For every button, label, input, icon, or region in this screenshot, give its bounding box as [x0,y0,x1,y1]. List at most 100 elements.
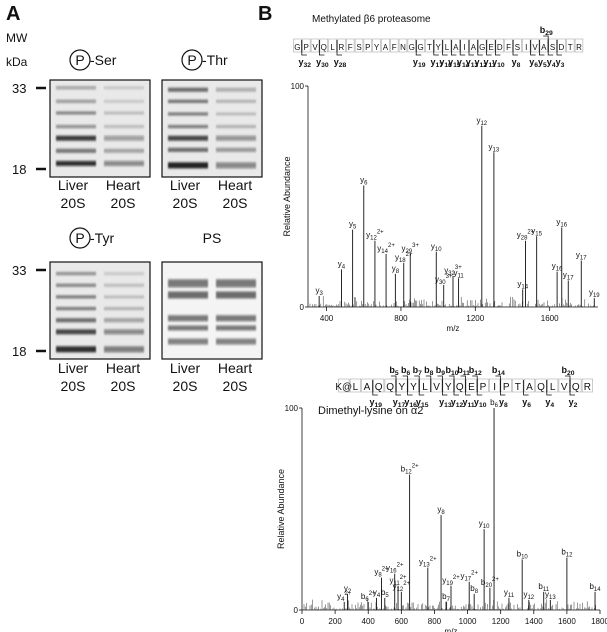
residue-box [454,378,466,393]
band [216,291,256,299]
band [104,160,144,166]
band [56,99,96,103]
ion-letter: y [457,57,462,67]
ion-charge: 2+ [492,577,499,583]
residue-box [361,378,373,393]
band [104,272,144,276]
ion-label: y142+ [377,243,395,255]
ion-index: 19 [446,581,453,587]
ion-label: b14 [589,582,601,593]
ion-index: 17 [398,402,406,409]
y-ion-bracket [442,40,448,56]
residue-box [558,378,570,393]
ion-label: y42+ [337,591,352,603]
ion-index: 8 [430,370,434,377]
ion-index: 2 [574,402,578,409]
ion-letter: y [517,231,521,240]
x-tick-label: 1400 [525,617,543,626]
ion-charge: 2+ [400,575,407,581]
ion-label: y6 [529,57,538,69]
residue-box [570,378,582,393]
ion-letter: y [334,57,339,67]
ion-index: 16 [409,402,417,409]
band [216,125,256,129]
bands [56,86,144,166]
lane-sublabel: 20S [173,195,198,211]
ion-index: 10 [479,402,487,409]
ion-letter: y [366,231,370,240]
ion-index: 12 [405,470,412,476]
ion-index: 13 [423,563,430,569]
ion-label: y12 [475,57,488,69]
ion-letter: y [377,244,381,253]
lane-label: Heart [218,177,252,193]
ion-label: y15 [448,57,461,69]
x-tick-label: 1800 [591,617,607,626]
residue: R [339,43,345,52]
residue: G [294,43,300,52]
ion-letter: y [437,505,441,514]
residue-box [407,38,416,53]
ion-charge: 2+ [377,230,384,236]
lane-sublabel: 20S [173,378,198,394]
ion-index: 6 [495,403,499,409]
residue-box [523,378,535,393]
x-axis-label: m/z [445,627,458,632]
lane-label: Heart [218,360,252,376]
band [56,283,96,287]
ion-index: 17 [464,577,471,583]
ion-letter: b [517,550,522,559]
ion-index: 12 [480,62,488,69]
ion-index: 17 [580,256,587,262]
residue: G [479,43,485,52]
residue: Q [456,382,464,393]
ion-letter: y [404,397,409,407]
ion-label: y10 [479,519,490,530]
ion-letter: y [545,397,550,407]
ion-letter: y [413,57,418,67]
y-ion-bracket [319,40,325,56]
ion-label: y13 [489,142,500,153]
ion-index: 14 [462,62,470,69]
ion-index: 3 [561,62,565,69]
residue: A [541,43,547,52]
y-ion-bracket [468,40,474,56]
residue: V [433,382,440,393]
residue-box [293,38,302,53]
residue: Y [436,43,442,52]
ion-letter: b [389,365,395,375]
ion-index: 12 [527,595,534,601]
band [104,295,144,299]
ion-letter: y [419,558,423,567]
y-ion-bracket [301,40,307,56]
band [216,112,256,116]
residue: R [576,43,582,52]
ion-index: 4 [377,593,381,599]
x-tick-label: 200 [328,617,342,626]
y-ion-bracket [451,40,457,56]
residue: Y [398,382,405,393]
ion-label: y10 [492,57,505,69]
band [56,307,96,311]
ion-index: 6 [406,370,410,377]
ion-label: b20 [561,365,574,377]
ion-index: 11 [457,273,464,279]
residue-box [465,378,477,393]
ion-label: b6 [490,398,498,409]
ion-letter: y [529,57,534,67]
y-ion-bracket [569,380,575,396]
residue-box [442,378,454,393]
residue-box [581,378,593,393]
band [216,135,256,141]
ion-index: 13 [444,402,452,409]
blot-title: PS [203,230,222,246]
ion-index: 14 [521,284,528,290]
residue-box [566,38,575,53]
ion-letter: y [589,288,593,297]
residue-box [416,38,425,53]
ion-charge: 2+ [430,557,437,563]
band [104,307,144,311]
ion-index: 5 [385,593,389,599]
residue: Q [537,382,545,393]
ion-charge: 2+ [344,591,351,597]
